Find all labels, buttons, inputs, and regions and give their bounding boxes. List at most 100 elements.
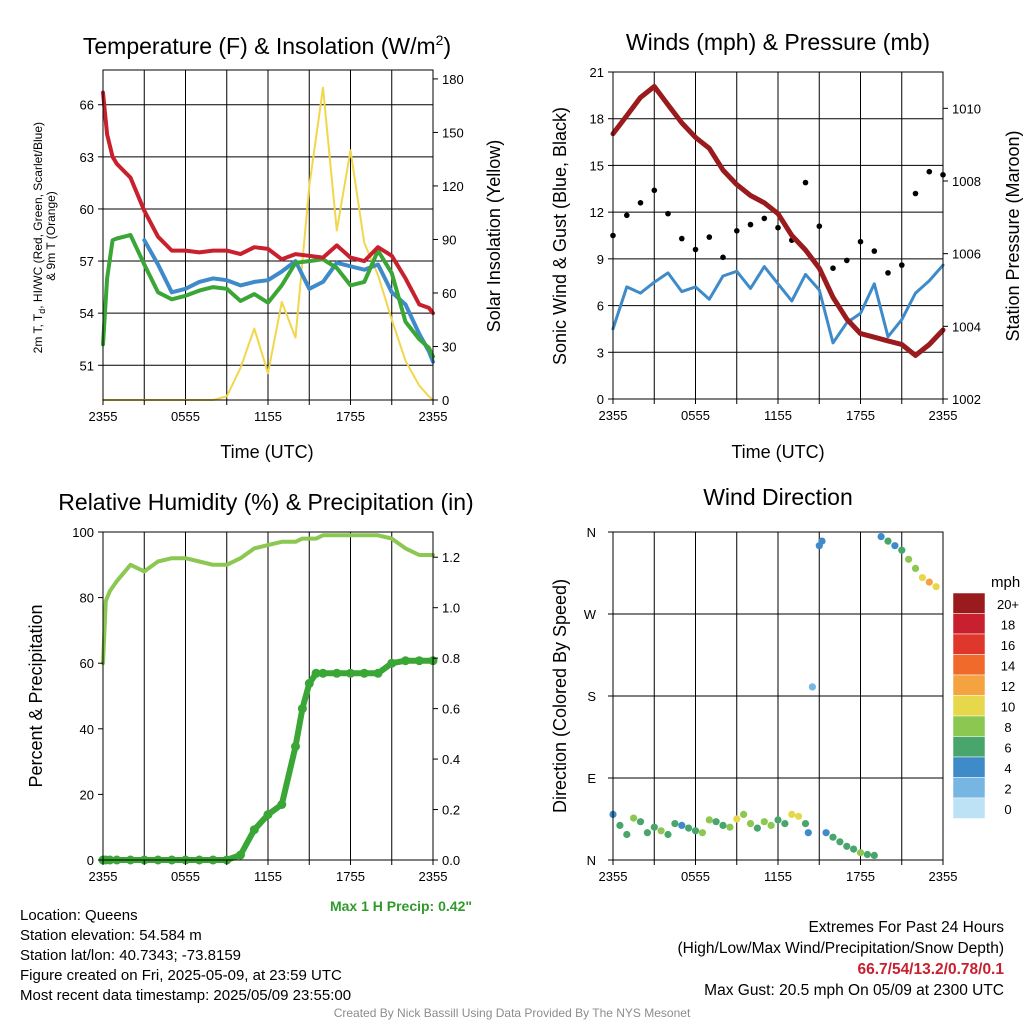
colorbar-label: 2 [1004, 782, 1011, 797]
winds-ytick-label: 12 [590, 205, 604, 220]
gust-point [830, 265, 836, 272]
wind-direction-ytick-label: N [587, 525, 596, 540]
temperature-ytick-label: 51 [80, 358, 94, 373]
temperature-panel-title: Temperature (F) & Insolation (W/m2) [83, 32, 451, 59]
gust-point [720, 254, 726, 261]
colorbar-label: 10 [1001, 700, 1015, 715]
wind-direction-grid [613, 532, 943, 860]
wind-direction-point [664, 830, 672, 839]
gust-point [651, 187, 658, 194]
wind-direction-point [898, 546, 906, 554]
temperature-panel: Temperature (F) & Insolation (W/m2) 2355… [31, 32, 504, 462]
colorbar-label: 12 [1001, 679, 1015, 694]
wind-direction-point [678, 821, 686, 830]
temperature-y2tick-label: 150 [442, 125, 464, 140]
wind-direction-panel: Wind Direction 2355 0555 1155 1755 2355NESWN… [550, 484, 1020, 884]
precip-point [249, 825, 259, 835]
gust-point [692, 246, 699, 253]
precip-point [263, 810, 273, 820]
humidity-grid [143, 532, 393, 860]
wind-direction-point [705, 816, 713, 824]
humidity-y2tick-label: 0.4 [442, 752, 460, 767]
precip-point [304, 678, 314, 688]
wind-direction-point [685, 824, 693, 832]
recent-timestamp: Most recent data timestamp: 2025/05/09 2… [20, 987, 352, 1004]
wind-direction-point [719, 821, 727, 830]
series-line-2m-t [101, 90, 435, 316]
humidity-ytick-label: 80 [80, 591, 94, 606]
temperature-xtick-label: 1155 [254, 409, 282, 424]
wind-direction-point [905, 555, 913, 563]
humidity-ytick-label: 0 [87, 853, 94, 868]
winds-xtick-label: 1155 [764, 408, 792, 423]
colorbar-unit-label: mph [991, 574, 1020, 591]
temperature-y2tick-label: 30 [442, 339, 456, 354]
winds-y2tick-label: 1010 [952, 101, 981, 116]
colorbar-swatch [952, 695, 986, 717]
temperature-xtick-label: 1755 [336, 409, 365, 424]
extremes-summary: Extremes For Past 24 Hours (High/Low/Max… [678, 917, 1005, 1001]
figure-created: Figure created on Fri, 2025-05-09, at 23… [20, 967, 342, 984]
wind-direction-point [856, 849, 865, 857]
wind-direction-point [850, 845, 858, 853]
humidity-ytick-label: 40 [80, 722, 94, 737]
winds-panel: Winds (mph) & Pressure (mb) 2355 0555 1155… [550, 29, 1023, 462]
gust-point [775, 224, 781, 231]
winds-y2tick-label: 1004 [952, 319, 981, 334]
colorbar-swatch [952, 756, 986, 778]
speed-colorbar: 20+ 18 16 14 12 10 8 6 4 2 0 [952, 592, 1019, 819]
humidity-y-axis-title: Percent & Precipitation [26, 604, 46, 787]
station-elevation: Station elevation: 54.584 m [20, 927, 202, 944]
wind-direction-point [822, 829, 830, 837]
wind-direction-xtick-label: 0555 [681, 869, 710, 884]
wind-direction-point [746, 820, 755, 828]
wind-direction-point [630, 814, 638, 822]
wind-direction-xtick-label: 1155 [764, 869, 792, 884]
colorbar-swatch [952, 654, 986, 676]
wind-direction-point [911, 564, 920, 573]
wind-direction-ytick-label: N [587, 853, 596, 868]
colorbar-swatch [952, 736, 986, 758]
wind-direction-point [925, 578, 933, 586]
wind-direction-point [870, 851, 878, 860]
precip-note: Max 1 H Precip: 0.42" [330, 898, 472, 914]
colorbar-swatch [952, 592, 986, 614]
wind-direction-point [781, 820, 789, 828]
winds-ytick-label: 15 [590, 158, 604, 173]
temperature-ytick-label: 60 [80, 202, 94, 217]
wind-direction-point [733, 815, 741, 823]
wind-direction-point [884, 537, 892, 545]
wind-direction-y-axis-title: Direction (Colored By Speed) [550, 579, 570, 813]
temperature-xtick-label: 2355 [419, 409, 448, 424]
colorbar-swatch [952, 777, 986, 799]
wind-direction-panel-title: Wind Direction [703, 484, 853, 510]
gust-point [747, 221, 754, 228]
wind-direction-point [891, 542, 899, 550]
winds-ytick-label: 9 [597, 252, 604, 267]
series-line-td [101, 233, 435, 359]
wind-direction-point [774, 816, 782, 824]
temperature-y2tick-label: 0 [442, 393, 449, 408]
colorbar-label: 0 [1004, 802, 1011, 817]
gust-point [899, 262, 905, 268]
humidity-ticks: 2355 0555 1155 1755 23550204060801000.00.20.… [72, 525, 460, 884]
precip-point [291, 742, 300, 751]
precip-point [401, 656, 410, 666]
humidity-ytick-label: 60 [80, 656, 94, 671]
temperature-ytick-label: 63 [80, 150, 94, 165]
temperature-y2tick-label: 90 [442, 232, 456, 247]
wind-direction-ytick-label: E [587, 771, 596, 786]
wind-direction-point [623, 830, 631, 839]
winds-ytick-label: 3 [597, 345, 604, 360]
gust-point [885, 270, 891, 276]
wind-direction-point [691, 827, 700, 835]
temperature-y2tick-label: 180 [442, 72, 464, 87]
precip-point [277, 800, 287, 809]
wind-direction-point [671, 820, 679, 828]
winds-y-axis-title: Sonic Wind & Gust (Blue, Black) [550, 107, 570, 365]
temperature-y-axis-title: 2m T, Td, HI/WC (Red, Green, Scarlet/Blu… [31, 119, 58, 354]
colorbar-swatch [952, 797, 986, 819]
gust-point [734, 228, 740, 234]
